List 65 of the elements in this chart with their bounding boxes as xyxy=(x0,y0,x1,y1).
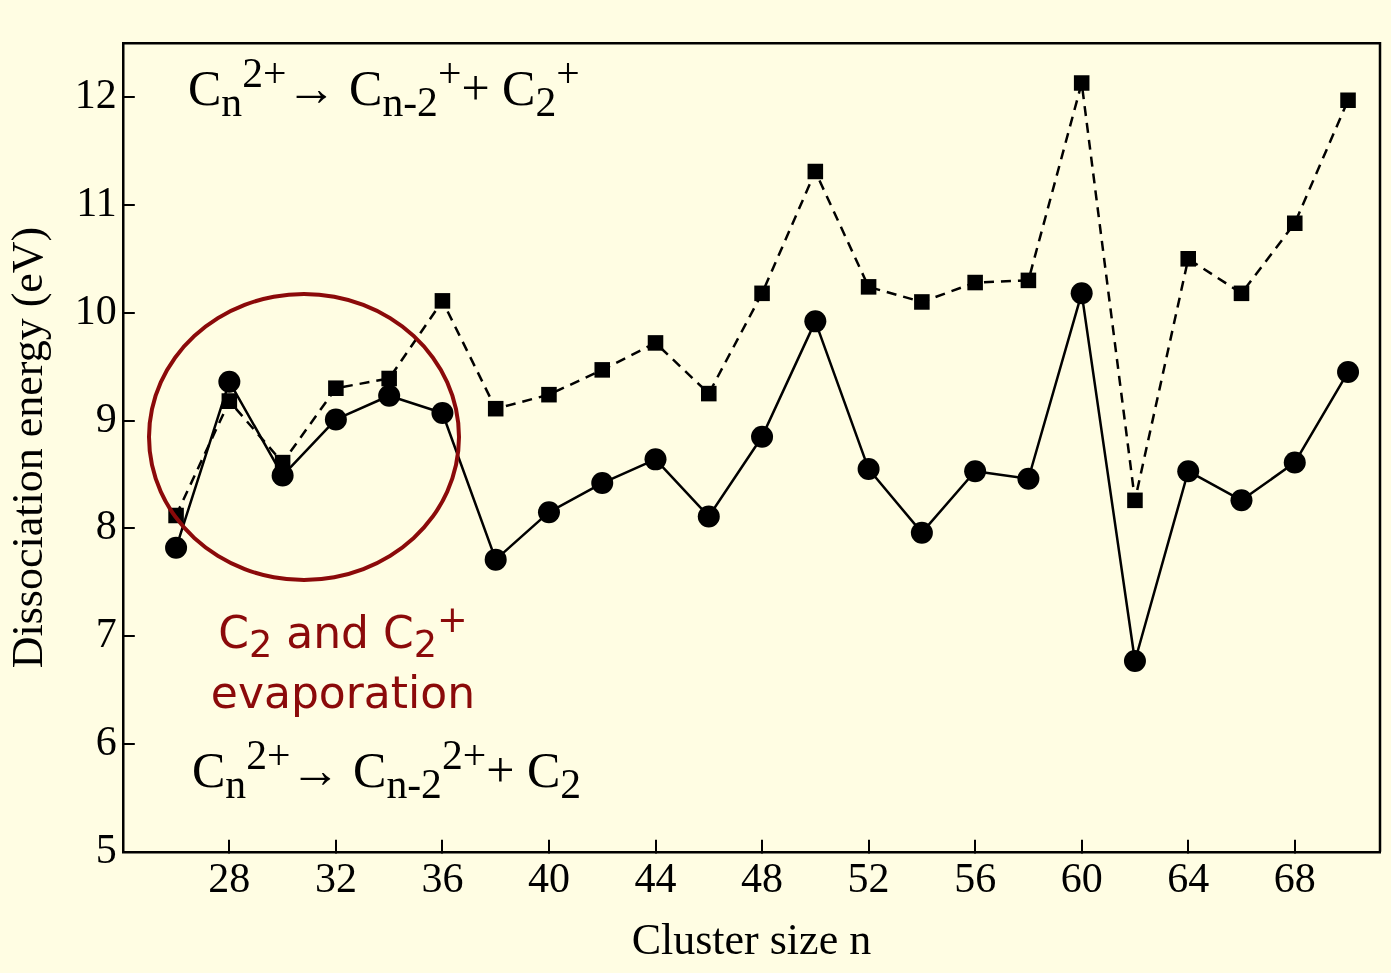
point xyxy=(484,548,507,571)
point xyxy=(647,335,664,351)
point xyxy=(1127,492,1143,509)
y-tick-label: 11 xyxy=(76,178,117,225)
x-tick-label: 40 xyxy=(527,855,570,902)
point xyxy=(1123,649,1146,672)
point xyxy=(967,274,983,291)
point xyxy=(860,279,877,295)
y-tick-label: 5 xyxy=(95,825,117,872)
point xyxy=(751,425,774,448)
point xyxy=(1180,251,1196,267)
point xyxy=(381,370,397,387)
x-tick-label: 32 xyxy=(314,855,357,902)
point xyxy=(1340,92,1356,109)
point xyxy=(1017,467,1040,490)
y-tick-label: 6 xyxy=(95,718,117,765)
y-axis-title: Dissociation energy (eV) xyxy=(2,226,52,669)
point xyxy=(594,362,611,378)
point xyxy=(1230,489,1253,512)
y-tick-label: 8 xyxy=(95,502,117,549)
point xyxy=(1177,460,1200,483)
point xyxy=(857,458,880,481)
point xyxy=(644,448,667,471)
point xyxy=(218,370,241,393)
x-tick-label: 52 xyxy=(847,855,890,902)
y-tick-label: 7 xyxy=(95,610,117,657)
y-tick-label: 10 xyxy=(74,286,117,333)
point xyxy=(1073,75,1090,91)
x-tick-label: 60 xyxy=(1060,855,1103,902)
point xyxy=(701,385,717,402)
point xyxy=(807,163,824,180)
point xyxy=(537,501,560,524)
y-tick-label: 9 xyxy=(95,394,117,441)
x-tick-label: 44 xyxy=(634,855,677,902)
point xyxy=(541,386,557,403)
point xyxy=(1286,215,1303,232)
point xyxy=(754,285,770,302)
x-tick-label: 48 xyxy=(741,855,784,902)
point xyxy=(914,294,930,310)
x-axis-title: Cluster size n xyxy=(631,915,872,965)
x-tick-label: 28 xyxy=(208,855,251,902)
annotation: C$_{n}$$^{2+}$→ C$_{n-2}$$^{2+}$+ C$_{2}$ xyxy=(192,731,582,809)
x-tick-label: 56 xyxy=(954,855,997,902)
point xyxy=(328,380,344,396)
point xyxy=(804,310,827,333)
point xyxy=(1337,361,1360,384)
point xyxy=(591,472,614,495)
x-tick-label: 68 xyxy=(1273,855,1316,902)
point xyxy=(910,521,933,544)
point xyxy=(378,384,401,407)
point xyxy=(431,402,454,424)
point xyxy=(964,460,987,483)
point xyxy=(271,464,294,487)
point xyxy=(1070,282,1093,305)
y-tick-label: 12 xyxy=(74,71,117,118)
point xyxy=(165,536,188,559)
point xyxy=(434,293,451,309)
x-tick-label: 64 xyxy=(1167,855,1210,902)
point xyxy=(324,408,347,431)
point xyxy=(1283,451,1306,474)
point xyxy=(487,400,504,417)
x-tick-label: 36 xyxy=(421,855,464,902)
point xyxy=(697,505,720,528)
point xyxy=(1020,272,1037,289)
point xyxy=(1233,285,1250,302)
